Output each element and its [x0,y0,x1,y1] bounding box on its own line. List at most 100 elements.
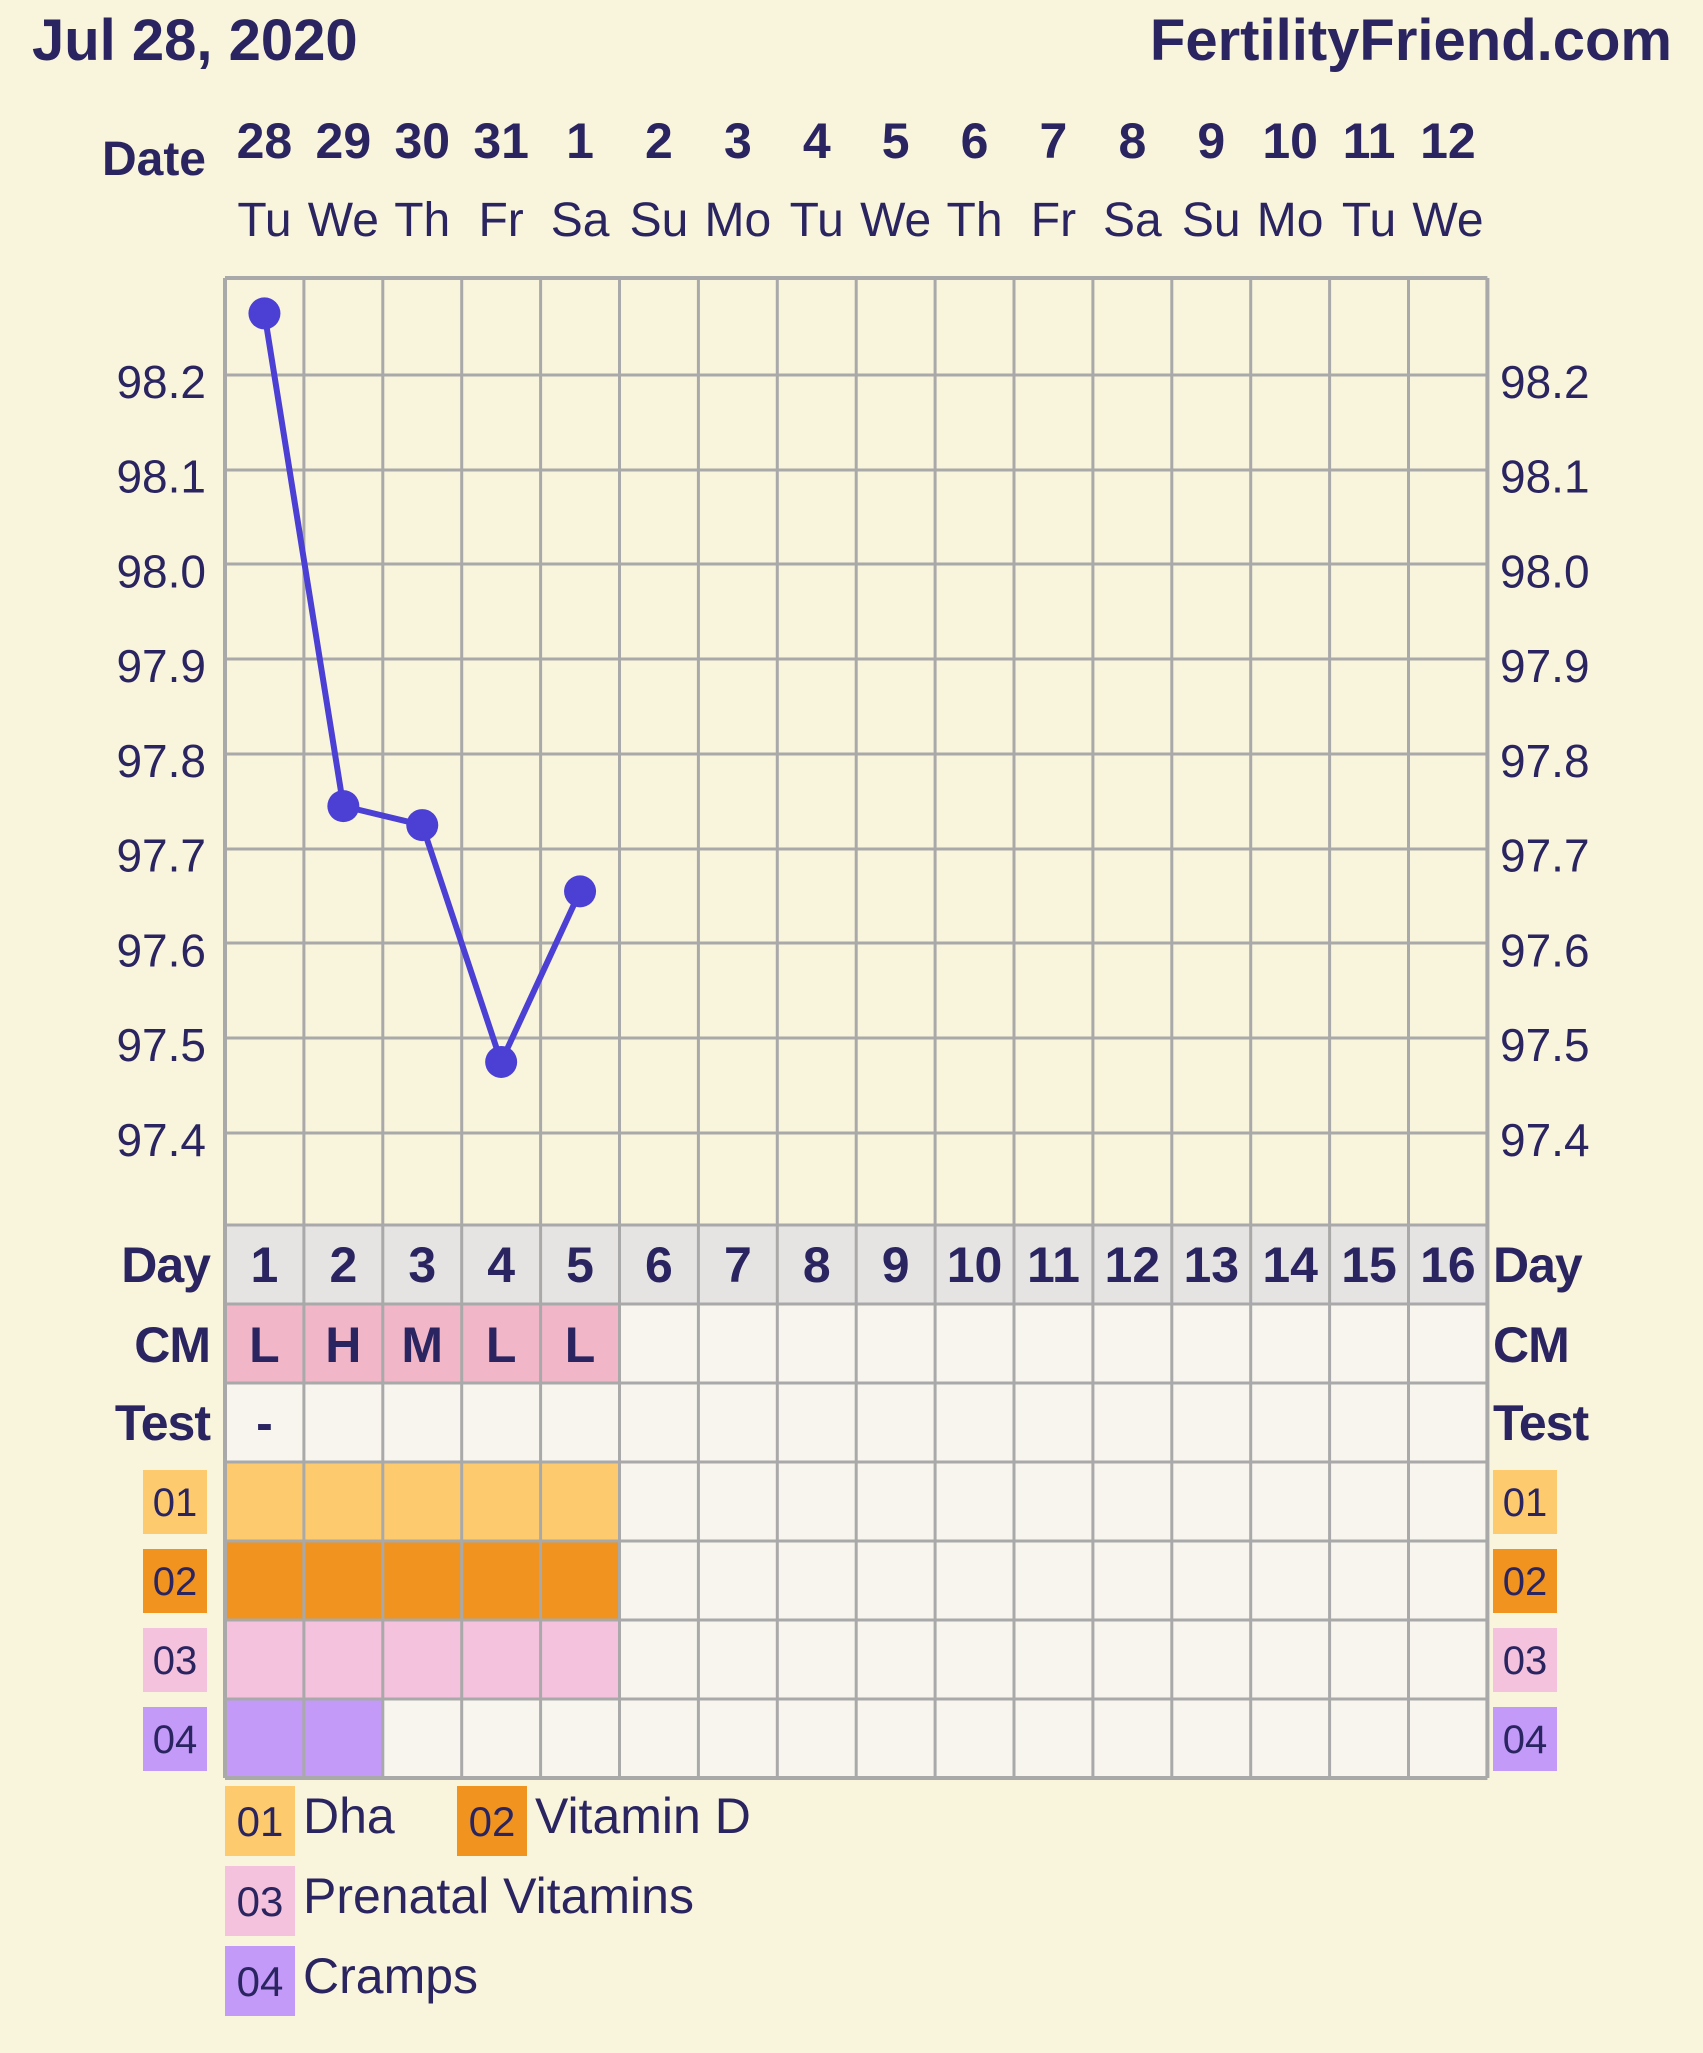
extra-cell-04 [1092,1699,1172,1778]
row-label-right: Test [1493,1395,1589,1451]
test-cell [698,1383,778,1462]
test-cell [1408,1383,1488,1462]
test-cell [777,1383,857,1462]
weekday-header: Th [394,194,450,247]
day-cell [1250,1225,1330,1304]
y-tick-label-left: 97.9 [116,640,206,692]
test-cell [1092,1383,1172,1462]
date-header: 2 [645,113,673,169]
row-label-right: CM [1493,1317,1569,1373]
weekday-header: We [308,194,379,247]
legend-swatch [225,1946,295,2016]
extra-cell-04 [225,1699,304,1778]
extra-cell-01 [1171,1462,1251,1541]
day-cell [1171,1225,1251,1304]
day-cell [856,1225,936,1304]
date-header: 3 [724,113,752,169]
cm-value: L [249,1317,280,1373]
cm-cell [303,1304,383,1383]
day-cell [1408,1225,1488,1304]
extra-code-left: 02 [153,1560,198,1604]
test-cell [225,1383,304,1462]
cm-value: L [565,1317,596,1373]
y-tick-label-right: 98.2 [1500,356,1590,408]
extra-cell-03 [382,1620,462,1699]
extra-cell-01 [382,1462,462,1541]
test-cell [619,1383,699,1462]
temperature-line [261,312,583,1065]
extra-cell-01 [1329,1462,1409,1541]
test-cell [303,1383,383,1462]
day-number: 7 [724,1237,752,1293]
extra-cell-02 [461,1541,541,1620]
chart-date: Jul 28, 2020 [32,8,358,73]
weekday-header: Mo [1257,194,1324,247]
cm-cell [856,1304,936,1383]
date-header: 28 [237,113,293,169]
row-label-left: CM [134,1317,210,1373]
extra-cell-02 [935,1541,1014,1620]
cm-cell [461,1304,541,1383]
test-cell [1171,1383,1251,1462]
cm-cell [935,1304,1014,1383]
extra-cell-04 [461,1699,541,1778]
cm-cell [698,1304,778,1383]
extra-cell-02 [1092,1541,1172,1620]
extra-cell-01 [1408,1462,1488,1541]
y-tick-label-left: 98.2 [116,356,206,408]
day-number: 16 [1420,1237,1476,1293]
extra-code-left: 03 [153,1639,198,1683]
weekday-header: Fr [1031,194,1076,247]
legend-code: 02 [469,1798,516,1845]
extra-cell-04 [856,1699,936,1778]
y-tick-label-right: 97.5 [1500,1019,1590,1071]
y-tick-label-left: 98.1 [116,451,206,503]
weekday-header: Tu [1342,194,1396,247]
y-tick-label-right: 97.9 [1500,640,1590,692]
extra-cell-03 [777,1620,857,1699]
cm-cell [1408,1304,1488,1383]
extra-cell-02 [1408,1541,1488,1620]
cm-cell [1250,1304,1330,1383]
weekday-header: Th [947,194,1003,247]
extra-cell-01 [856,1462,936,1541]
extra-code-left: 01 [153,1481,198,1525]
extra-cell-03 [1408,1620,1488,1699]
day-cell [935,1225,1014,1304]
temperature-point [406,809,439,842]
cm-cell [777,1304,857,1383]
day-cell [303,1225,383,1304]
extra-badge-right [1493,1628,1557,1692]
weekday-header: We [1412,194,1483,247]
extra-cell-04 [303,1699,383,1778]
day-number: 6 [645,1237,673,1293]
extra-badge-left [143,1628,207,1692]
extra-cell-03 [856,1620,936,1699]
cm-value: M [401,1317,443,1373]
extra-cell-02 [382,1541,462,1620]
extra-badge-right [1493,1549,1557,1613]
extra-badge-right [1493,1470,1557,1534]
y-tick-label-left: 97.8 [116,735,206,787]
y-tick-label-right: 97.7 [1500,830,1590,882]
extra-cell-03 [935,1620,1014,1699]
y-tick-label-left: 97.6 [116,924,206,976]
date-header: 1 [566,113,594,169]
extra-cell-01 [1014,1462,1093,1541]
extra-cell-01 [777,1462,857,1541]
day-cell [1092,1225,1172,1304]
day-cell [777,1225,857,1304]
day-cell [619,1225,699,1304]
legend-swatch [457,1786,527,1856]
day-number: 1 [251,1237,279,1293]
extra-badge-right [1493,1707,1557,1771]
y-tick-label-left: 97.5 [116,1019,206,1071]
cm-cell [1329,1304,1409,1383]
extra-cell-04 [619,1699,699,1778]
extra-cell-04 [382,1699,462,1778]
extra-code-right: 04 [1503,1718,1548,1762]
extra-cell-04 [935,1699,1014,1778]
extra-badge-left [143,1707,207,1771]
y-tick-label-left: 97.4 [116,1114,206,1166]
